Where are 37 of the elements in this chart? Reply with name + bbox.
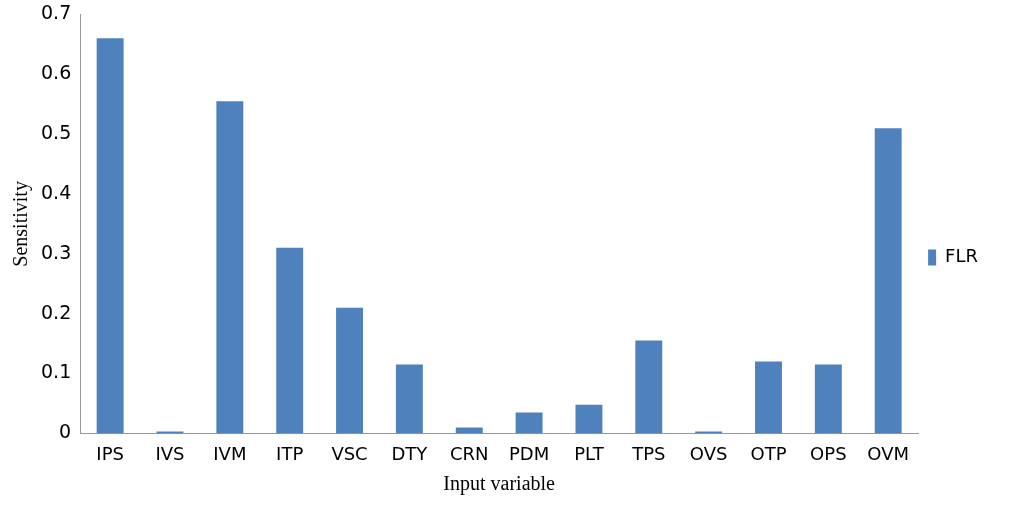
x-tick-label: IPS [96, 442, 124, 464]
bar [635, 340, 663, 434]
bar [336, 307, 364, 434]
x-tick-label: OVS [689, 442, 728, 464]
bar [96, 38, 124, 434]
x-tick-label: CRN [449, 442, 489, 464]
x-tick-label: OPS [810, 442, 847, 464]
bar [575, 404, 603, 434]
x-tick-label: TPS [631, 442, 666, 464]
bar [515, 412, 543, 434]
y-tick-label: 0.3 [41, 240, 72, 263]
bar [814, 364, 842, 434]
y-axis-title: Sensitivity [9, 181, 33, 267]
x-tick-label: IVM [213, 442, 247, 464]
y-tick-label: 0.1 [41, 360, 72, 383]
y-tick-label: 0.6 [41, 61, 72, 84]
x-tick-label: PDM [508, 442, 550, 464]
bar [455, 427, 483, 434]
bar [216, 101, 244, 434]
y-tick-label: 0.5 [41, 121, 72, 144]
x-axis-title: Input variable [443, 472, 556, 496]
bar [874, 128, 902, 434]
bar [395, 364, 423, 434]
y-tick-label: 0.7 [41, 1, 72, 24]
y-tick-label: 0.4 [41, 180, 72, 203]
y-tick-label: 0 [59, 420, 72, 443]
x-tick-label: PLT [574, 442, 605, 464]
x-tick-label: OVM [867, 442, 910, 464]
legend-label: FLR [945, 245, 978, 267]
x-tick-label: VSC [331, 442, 368, 464]
bar [276, 247, 304, 434]
y-tick-label: 0.2 [41, 300, 72, 323]
x-tick-label: IVS [155, 442, 185, 464]
x-tick-label: DTY [391, 442, 429, 464]
x-tick-label: ITP [276, 442, 304, 464]
bar [755, 361, 782, 434]
x-tick-label: OTP [750, 442, 787, 464]
